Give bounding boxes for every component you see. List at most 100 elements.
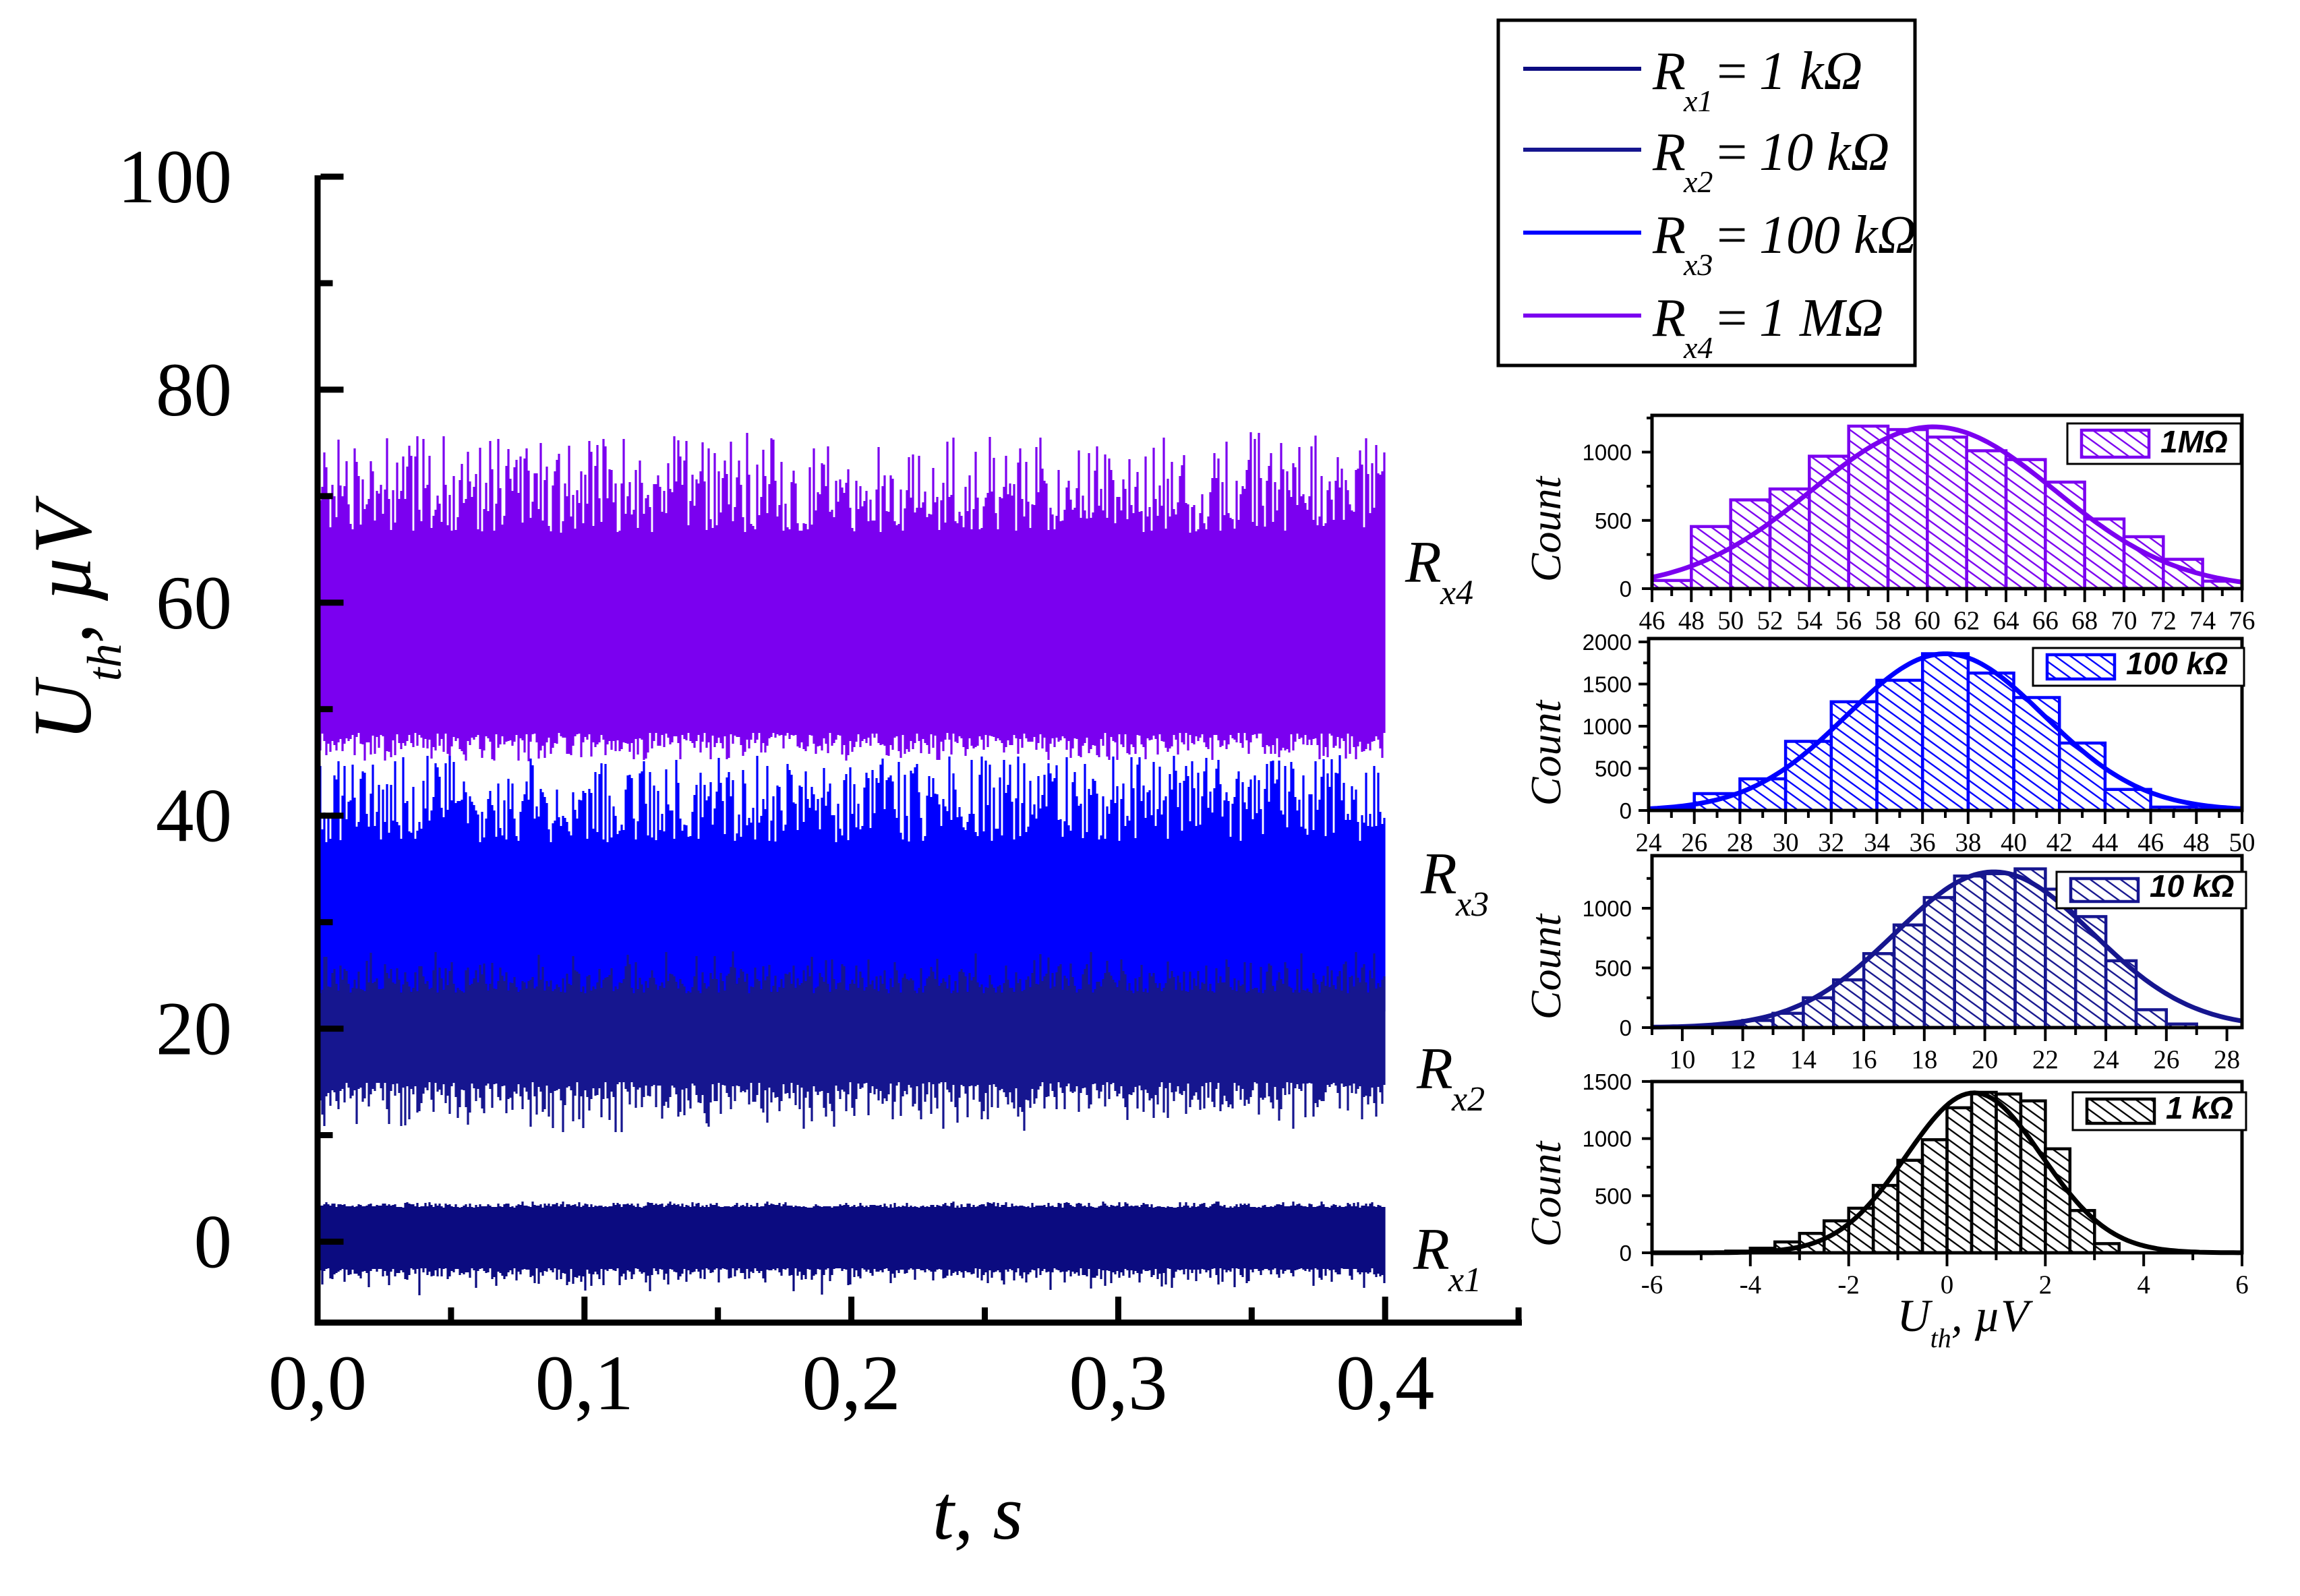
svg-text:24: 24 (1636, 828, 1662, 857)
svg-text:500: 500 (1595, 1183, 1632, 1208)
svg-text:62: 62 (1953, 606, 1980, 635)
svg-text:60: 60 (156, 561, 232, 645)
svg-text:100 kΩ: 100 kΩ (2126, 646, 2228, 681)
svg-text:0: 0 (1941, 1270, 1954, 1299)
svg-text:0: 0 (194, 1200, 233, 1284)
svg-text:1 kΩ: 1 kΩ (2166, 1090, 2233, 1125)
svg-text:54: 54 (1796, 606, 1823, 635)
svg-text:46: 46 (1639, 606, 1665, 635)
svg-text:72: 72 (2150, 606, 2177, 635)
svg-text:58: 58 (1875, 606, 1901, 635)
svg-text:0: 0 (1620, 577, 1632, 601)
svg-text:46: 46 (2137, 828, 2164, 857)
svg-text:26: 26 (2153, 1045, 2179, 1074)
svg-text:0,4: 0,4 (1336, 1340, 1434, 1427)
svg-text:0: 0 (1620, 798, 1632, 823)
svg-text:Uth, µV: Uth, µV (16, 496, 131, 741)
svg-text:1000: 1000 (1583, 714, 1632, 739)
svg-text:6: 6 (2235, 1270, 2249, 1299)
svg-text:0: 0 (1620, 1241, 1632, 1266)
svg-text:1500: 1500 (1583, 1069, 1632, 1094)
svg-text:76: 76 (2229, 606, 2255, 635)
svg-text:28: 28 (1727, 828, 1753, 857)
svg-text:2000: 2000 (1583, 630, 1632, 655)
svg-text:36: 36 (1910, 828, 1936, 857)
svg-text:1 kΩ: 1 kΩ (1759, 42, 1862, 101)
svg-text:Count: Count (1522, 699, 1570, 806)
svg-text:1MΩ: 1MΩ (2160, 424, 2228, 459)
svg-text:50: 50 (1717, 606, 1744, 635)
svg-text:0: 0 (1620, 1015, 1632, 1040)
svg-text:32: 32 (1818, 828, 1844, 857)
svg-text:100: 100 (118, 135, 233, 219)
svg-text:x1: x1 (1448, 1261, 1481, 1299)
svg-text:-4: -4 (1740, 1270, 1762, 1299)
svg-text:x3: x3 (1683, 247, 1713, 282)
svg-text:R: R (1405, 530, 1442, 595)
svg-text:x4: x4 (1683, 330, 1713, 365)
svg-text:48: 48 (1678, 606, 1705, 635)
svg-text:66: 66 (2032, 606, 2059, 635)
svg-text:68: 68 (2071, 606, 2098, 635)
svg-text:10: 10 (1669, 1045, 1695, 1074)
svg-text:56: 56 (1835, 606, 1862, 635)
svg-text:2: 2 (2039, 1270, 2053, 1299)
svg-text:=: = (1713, 206, 1750, 265)
svg-text:24: 24 (2093, 1045, 2119, 1074)
svg-text:R: R (1652, 289, 1686, 348)
svg-text:0,1: 0,1 (535, 1340, 634, 1427)
svg-text:-6: -6 (1641, 1270, 1663, 1299)
svg-text:50: 50 (2229, 828, 2255, 857)
svg-text:R: R (1652, 206, 1686, 265)
svg-text:10 kΩ: 10 kΩ (2150, 868, 2234, 904)
svg-text:64: 64 (1993, 606, 2019, 635)
svg-text:x2: x2 (1451, 1080, 1485, 1119)
svg-text:1000: 1000 (1583, 896, 1632, 921)
svg-text:1000: 1000 (1583, 1127, 1632, 1152)
svg-text:=: = (1713, 123, 1750, 182)
svg-text:100 kΩ: 100 kΩ (1759, 206, 1916, 265)
svg-text:x1: x1 (1683, 84, 1713, 118)
svg-text:R: R (1652, 123, 1686, 182)
svg-text:=: = (1713, 42, 1750, 101)
svg-text:40: 40 (156, 774, 232, 858)
svg-text:14: 14 (1790, 1045, 1817, 1074)
svg-text:t, s: t, s (933, 1470, 1023, 1556)
svg-text:R: R (1413, 1217, 1450, 1282)
svg-text:60: 60 (1914, 606, 1941, 635)
svg-text:48: 48 (2183, 828, 2210, 857)
svg-text:500: 500 (1595, 757, 1632, 781)
svg-text:52: 52 (1757, 606, 1783, 635)
svg-text:18: 18 (1911, 1045, 1937, 1074)
svg-text:-2: -2 (1837, 1270, 1860, 1299)
svg-text:44: 44 (2092, 828, 2118, 857)
svg-text:x3: x3 (1455, 885, 1489, 924)
svg-text:500: 500 (1595, 508, 1632, 533)
svg-text:4: 4 (2137, 1270, 2150, 1299)
svg-text:70: 70 (2111, 606, 2137, 635)
svg-text:0,2: 0,2 (802, 1340, 900, 1427)
svg-text:0,0: 0,0 (268, 1340, 367, 1427)
svg-text:26: 26 (1681, 828, 1707, 857)
svg-text:0,3: 0,3 (1069, 1340, 1167, 1427)
svg-text:80: 80 (156, 348, 232, 432)
svg-text:38: 38 (1955, 828, 1981, 857)
svg-text:500: 500 (1595, 956, 1632, 981)
svg-text:Uth, µV: Uth, µV (1897, 1290, 2034, 1353)
svg-text:R: R (1652, 42, 1686, 101)
svg-text:22: 22 (2032, 1045, 2059, 1074)
svg-text:20: 20 (1972, 1045, 1998, 1074)
svg-text:1 MΩ: 1 MΩ (1759, 289, 1884, 348)
svg-text:1500: 1500 (1583, 672, 1632, 697)
svg-text:42: 42 (2046, 828, 2073, 857)
svg-text:Count: Count (1522, 475, 1570, 583)
svg-text:12: 12 (1730, 1045, 1756, 1074)
svg-text:x4: x4 (1440, 574, 1473, 612)
svg-text:10 kΩ: 10 kΩ (1759, 123, 1889, 182)
svg-text:1000: 1000 (1583, 440, 1632, 465)
svg-text:Count: Count (1522, 913, 1570, 1020)
svg-text:34: 34 (1864, 828, 1890, 857)
svg-text:40: 40 (2001, 828, 2027, 857)
svg-text:28: 28 (2214, 1045, 2240, 1074)
svg-text:x2: x2 (1683, 165, 1713, 199)
